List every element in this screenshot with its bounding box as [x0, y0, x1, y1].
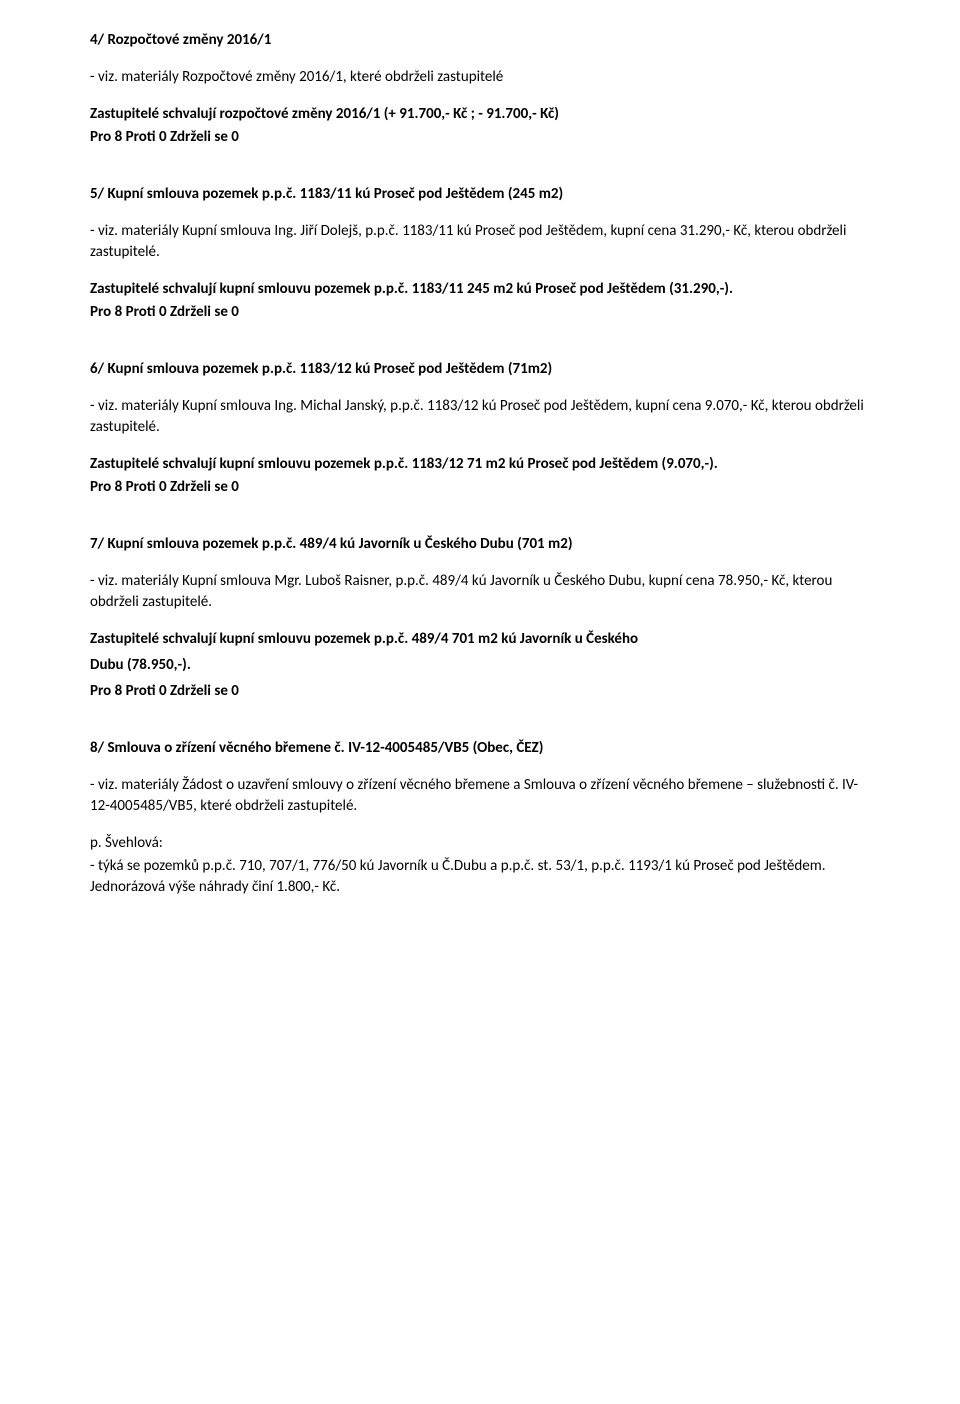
speaker-8: p. Švehlová: — [90, 833, 870, 854]
section-6: 6/ Kupní smlouva pozemek p.p.č. 1183/12 … — [90, 359, 870, 498]
heading-7: 7/ Kupní smlouva pozemek p.p.č. 489/4 kú… — [90, 534, 870, 555]
heading-5: 5/ Kupní smlouva pozemek p.p.č. 1183/11 … — [90, 184, 870, 205]
section-7: 7/ Kupní smlouva pozemek p.p.č. 489/4 kú… — [90, 534, 870, 702]
para-7-1: - viz. materiály Kupní smlouva Mgr. Lubo… — [90, 571, 870, 613]
heading-6: 6/ Kupní smlouva pozemek p.p.č. 1183/12 … — [90, 359, 870, 380]
section-4: 4/ Rozpočtové změny 2016/1 - viz. materi… — [90, 30, 870, 148]
section-8: 8/ Smlouva o zřízení věcného břemene č. … — [90, 738, 870, 898]
resolution-7a: Zastupitelé schvalují kupní smlouvu poze… — [90, 629, 870, 650]
vote-4: Pro 8 Proti 0 Zdrželi se 0 — [90, 127, 870, 148]
section-5: 5/ Kupní smlouva pozemek p.p.č. 1183/11 … — [90, 184, 870, 323]
resolution-5: Zastupitelé schvalují kupní smlouvu poze… — [90, 279, 870, 300]
resolution-4: Zastupitelé schvalují rozpočtové změny 2… — [90, 104, 870, 125]
vote-7: Pro 8 Proti 0 Zdrželi se 0 — [90, 681, 870, 702]
para-8-2: - týká se pozemků p.p.č. 710, 707/1, 776… — [90, 856, 870, 898]
heading-4: 4/ Rozpočtové změny 2016/1 — [90, 30, 870, 51]
resolution-7b: Dubu (78.950,-). — [90, 652, 870, 679]
resolution-6: Zastupitelé schvalují kupní smlouvu poze… — [90, 454, 870, 475]
vote-5: Pro 8 Proti 0 Zdrželi se 0 — [90, 302, 870, 323]
para-5-1: - viz. materiály Kupní smlouva Ing. Jiří… — [90, 221, 870, 263]
para-4-1: - viz. materiály Rozpočtové změny 2016/1… — [90, 67, 870, 88]
para-8-1: - viz. materiály Žádost o uzavření smlou… — [90, 775, 870, 817]
para-6-1: - viz. materiály Kupní smlouva Ing. Mich… — [90, 396, 870, 438]
heading-8: 8/ Smlouva o zřízení věcného břemene č. … — [90, 738, 870, 759]
vote-6: Pro 8 Proti 0 Zdrželi se 0 — [90, 477, 870, 498]
